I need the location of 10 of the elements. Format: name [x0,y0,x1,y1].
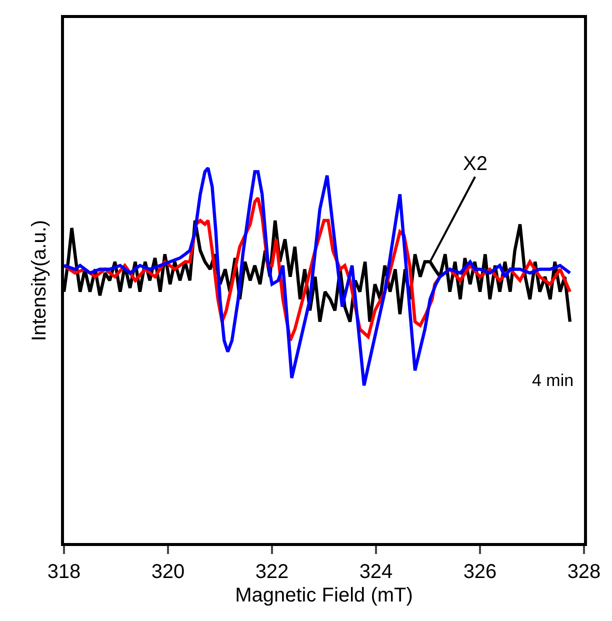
x-tick-label: 328 [567,561,601,583]
y-axis-title: Intensity(a.u.) [28,220,50,342]
annotation: X2 [463,153,488,175]
x-tick-label: 320 [151,561,185,583]
x-axis-title: Magnetic Field (mT) [235,584,413,606]
x-tick-label: 324 [359,561,393,583]
x-tick-label: 322 [255,561,289,583]
x-tick-label: 318 [47,561,81,583]
x-tick-label: 326 [463,561,497,583]
annotation: 4 min [532,371,574,390]
